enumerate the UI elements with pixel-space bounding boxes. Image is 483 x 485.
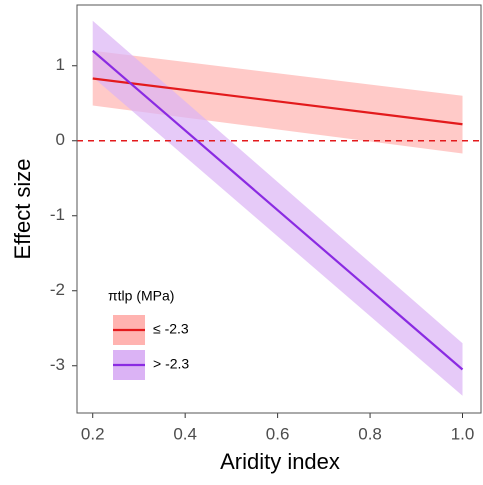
y-tick-label: -1 xyxy=(50,205,65,224)
y-tick-label: 1 xyxy=(56,55,65,74)
legend-title: πtlp (MPa) xyxy=(108,288,174,304)
x-axis-title: Aridity index xyxy=(220,449,340,474)
legend-label: > -2.3 xyxy=(153,356,189,372)
y-tick-label: 0 xyxy=(56,130,65,149)
x-tick-label: 0.8 xyxy=(358,424,382,443)
plot-border xyxy=(76,4,482,414)
x-tick-label: 0.6 xyxy=(266,424,290,443)
series-line xyxy=(91,49,464,371)
x-tick-label: 1.0 xyxy=(451,424,475,443)
series-line xyxy=(92,77,463,126)
x-tick-label: 0.4 xyxy=(173,424,197,443)
legend-label: ≤ -2.3 xyxy=(153,321,189,337)
y-axis-title: Effect size xyxy=(10,158,35,259)
x-tick-label: 0.2 xyxy=(81,424,105,443)
confidence-band xyxy=(92,20,463,396)
y-tick-label: -3 xyxy=(50,355,65,374)
y-tick-label: -2 xyxy=(50,280,65,299)
